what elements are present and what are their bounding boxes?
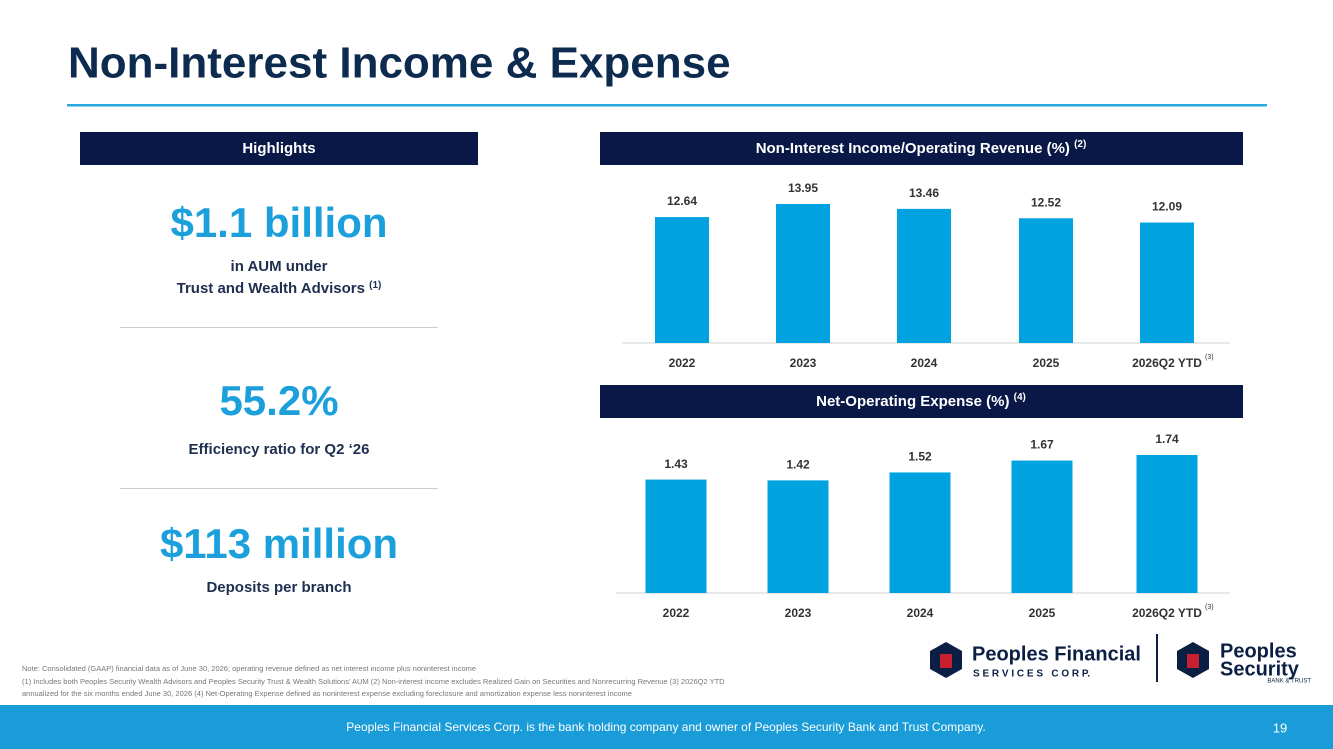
data-label: 1.74 — [1155, 432, 1179, 446]
chart-title: Non-Interest Income/Operating Revenue (%… — [756, 139, 1087, 157]
divider — [120, 488, 438, 489]
highlight-figure: $1.1 billion — [170, 199, 387, 246]
highlight-figure: 55.2% — [219, 377, 338, 424]
footer-bar — [0, 705, 1333, 749]
x-tick-label: 2025 — [1029, 606, 1056, 620]
x-tick-label: 2024 — [911, 356, 938, 370]
note: annualized for the six months ended June… — [22, 689, 632, 698]
x-tick-label: 2026Q2 YTD — [1132, 356, 1202, 370]
page-number: 19 — [1273, 720, 1287, 735]
data-label: 13.46 — [909, 186, 939, 200]
chart-title-text: Non-Interest Income/Operating Revenue (%… — [756, 140, 1070, 157]
data-label: 1.67 — [1030, 438, 1054, 452]
footnote-mark: (4) — [1014, 392, 1026, 403]
x-tick-label: 2022 — [663, 606, 690, 620]
data-label: 12.52 — [1031, 195, 1061, 209]
chart-title: Net-Operating Expense (%) (4) — [816, 392, 1026, 410]
note: (1) Includes both Peoples Security Wealt… — [22, 677, 725, 686]
highlights-header — [80, 132, 478, 165]
x-tick-label: 2023 — [790, 356, 817, 370]
chart-header — [600, 132, 1243, 165]
bar — [1019, 218, 1073, 343]
highlight-line: in AUM under — [231, 258, 328, 275]
logo-tagline: BANK & TRUST — [1267, 679, 1311, 685]
logo-name: Peoples Financial — [972, 643, 1141, 665]
logo-tagline: S E R V I C E S C O R P. — [973, 669, 1090, 680]
bar — [897, 208, 951, 343]
highlight-figure: $113 million — [160, 520, 398, 567]
x-tick-label: 2025 — [1033, 356, 1060, 370]
logo-right: Peoples Security BANK & TRUST — [1177, 640, 1311, 685]
bar — [1140, 222, 1194, 343]
logo-divider — [1156, 634, 1158, 682]
x-tick-label: 2026Q2 YTD — [1132, 606, 1202, 620]
footnote-mark: (2) — [1074, 139, 1086, 150]
footnote-mark: (1) — [369, 280, 381, 291]
x-tick-label: 2024 — [907, 606, 934, 620]
bar — [767, 480, 829, 593]
data-label: 1.43 — [664, 457, 688, 471]
slide-title: Non-Interest Income & Expense — [68, 39, 731, 88]
logo-name: Peoples — [1220, 640, 1297, 662]
data-label: 12.09 — [1152, 200, 1182, 214]
logo-left: Peoples Financial S E R V I C E S C O R … — [930, 642, 1141, 680]
title-rule — [67, 104, 1267, 107]
footnote-mark: (3) — [1205, 604, 1214, 611]
data-label: 13.95 — [788, 181, 818, 195]
x-tick-label: 2023 — [785, 606, 812, 620]
note: Note: Consolidated (GAAP) financial data… — [22, 664, 476, 673]
chart-header — [600, 385, 1243, 418]
bar — [645, 479, 707, 593]
footnote-mark: (3) — [1205, 354, 1214, 361]
highlight-line-text: Trust and Wealth Advisors — [177, 280, 365, 297]
footer-text: Peoples Financial Services Corp. is the … — [346, 720, 985, 734]
bar — [776, 204, 830, 343]
chart-title-text: Net-Operating Expense (%) — [816, 393, 1009, 410]
bar — [1136, 455, 1198, 593]
highlight-line: Trust and Wealth Advisors (1) — [177, 280, 382, 297]
data-label: 1.42 — [786, 458, 810, 472]
highlight-line: Efficiency ratio for Q2 ‘26 — [189, 441, 370, 458]
bar — [655, 217, 709, 343]
highlights-heading: Highlights — [242, 140, 315, 157]
bar — [889, 472, 951, 593]
data-label: 12.64 — [667, 194, 697, 208]
logo-name: Security — [1220, 658, 1300, 680]
data-label: 1.52 — [908, 450, 932, 464]
divider — [120, 327, 438, 328]
bar — [1011, 460, 1073, 593]
x-tick-label: 2022 — [669, 356, 696, 370]
charts: Non-Interest Income/Operating Revenue (%… — [600, 132, 1243, 620]
highlight-line: Deposits per branch — [206, 579, 351, 596]
